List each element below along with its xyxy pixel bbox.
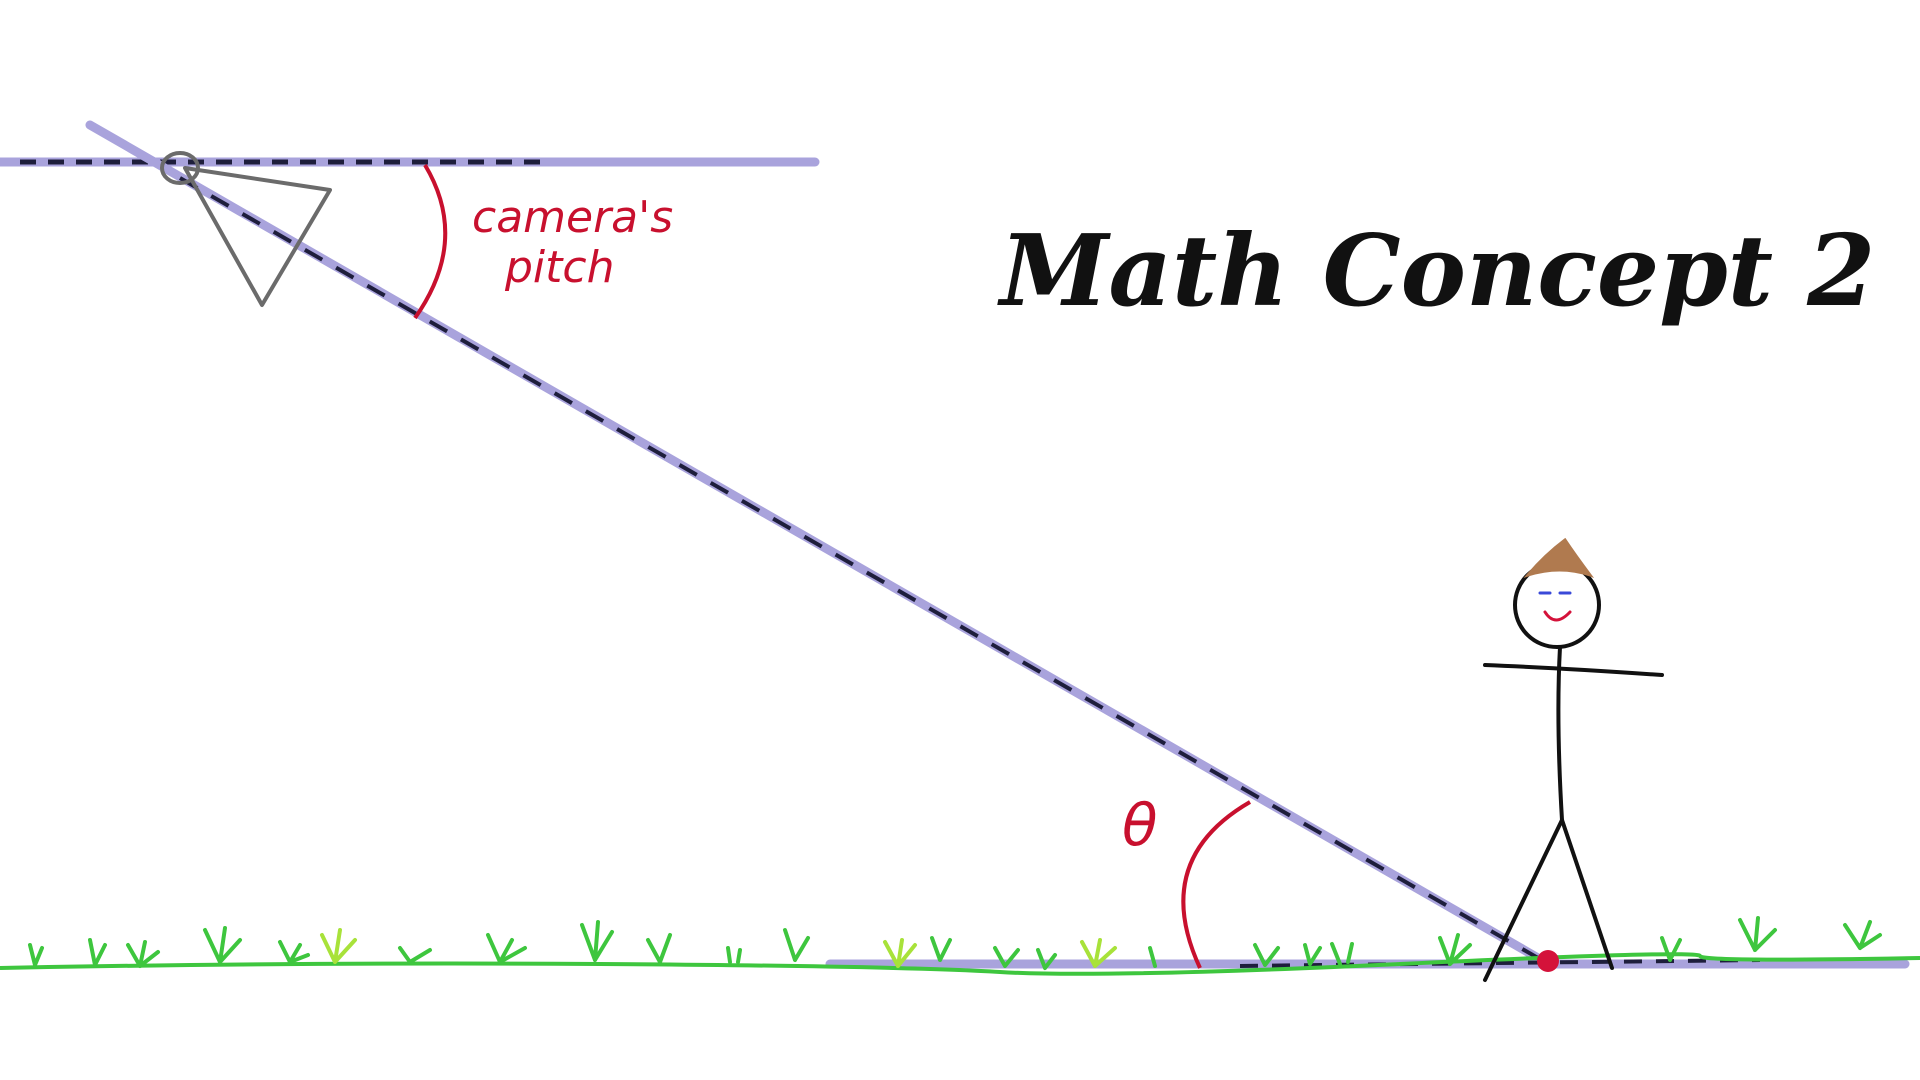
stick-figure-smile xyxy=(1543,610,1572,622)
camera-pitch-label-line2: pitch xyxy=(504,242,614,293)
camera-pitch-label-line1: camera's xyxy=(472,192,673,243)
sight-line-dashes xyxy=(179,176,1546,964)
theta-label: θ xyxy=(1122,791,1158,859)
page-title: Math Concept 2 xyxy=(997,214,1875,329)
camera-pitch-arc xyxy=(413,163,448,320)
grass-tufts xyxy=(28,916,1882,970)
ground-dashes xyxy=(1239,958,1761,968)
stick-figure-hair xyxy=(1523,537,1595,578)
grass-tufts-light xyxy=(320,928,1117,968)
theta-arc xyxy=(1181,800,1252,969)
stick-figure-icon xyxy=(1483,561,1664,982)
grass-ground xyxy=(0,952,1920,976)
target-dot-icon xyxy=(1537,950,1559,972)
camera-frustum-icon xyxy=(160,151,332,307)
